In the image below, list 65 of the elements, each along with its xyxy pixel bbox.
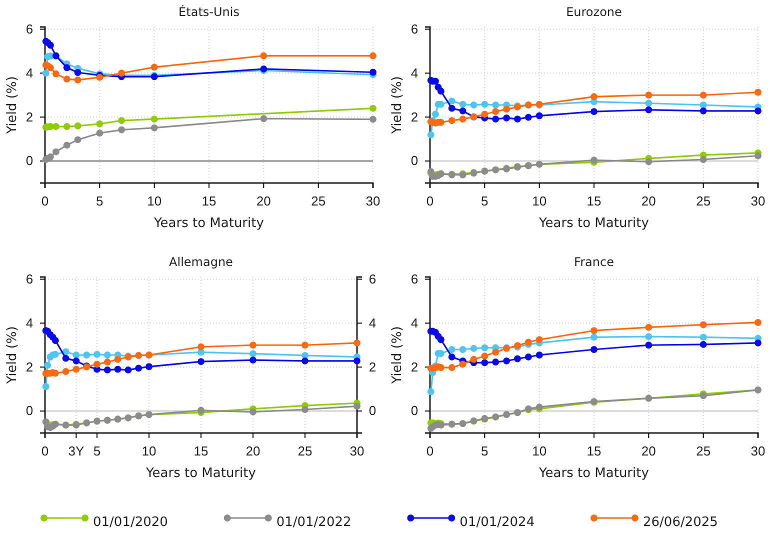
x-tick-label: 15 [586,443,602,458]
y-axis-title: Yield (%) [390,326,405,385]
y-tick-label: 6 [410,271,418,286]
y-tick-label: 2 [26,109,34,124]
y2-tick-label: 4 [368,315,376,330]
x-tick-label: 10 [147,193,162,208]
x-tick-label: 5 [96,193,104,208]
y-tick-label: 4 [26,315,34,330]
x-tick-label: 0 [426,443,434,458]
x-axis-title: Years to Maturity [153,216,264,231]
x-tick-label: 25 [696,443,711,458]
y2-tick-label: 6 [368,271,376,286]
x-tick-label: 30 [366,193,380,208]
legend-label: 26/06/2025 [643,515,718,530]
x-tick-label: 5 [481,443,488,458]
x-tick-label: 30 [350,443,364,458]
x-tick-label: 25 [696,193,711,208]
x-tick-label: 25 [311,193,326,208]
x-tick-label: 20 [246,443,260,458]
legend-label: 01/01/2024 [460,515,535,530]
y-tick-label: 6 [26,21,34,36]
x-tick-label: 20 [641,193,656,208]
chart-title: Eurozone [566,5,622,19]
chart-title: États-Unis [178,4,240,19]
y2-tick-label: 2 [368,359,376,374]
y-axis-title: Yield (%) [5,76,20,135]
x-axis-title: Years to Maturity [145,466,256,481]
x-tick-label: 0 [41,193,49,208]
x-tick-label: 0 [426,193,434,208]
x-tick-label: 10 [532,443,547,458]
y-tick-label: 0 [26,403,34,418]
y-tick-label: 0 [26,153,34,168]
x-tick-label: 5 [93,443,101,458]
x-tick-label: 20 [641,443,656,458]
x-axis-title: Years to Maturity [538,216,650,231]
x-tick-label: 20 [256,193,271,208]
y-tick-label: 4 [26,65,34,80]
x-tick-label: 10 [532,193,547,208]
x-tick-label: 30 [750,443,766,458]
x-tick-label: 15 [586,193,602,208]
x-tick-label: 25 [298,443,312,458]
y-tick-label: 0 [410,153,418,168]
x-axis-title: Years to Maturity [538,466,650,481]
x-tick-label: 10 [142,443,156,458]
x-tick-label: 3Y [68,443,84,458]
x-tick-label: 15 [194,443,208,458]
y-tick-label: 0 [410,403,418,418]
y-tick-label: 6 [410,21,418,36]
y-tick-label: 2 [26,359,34,374]
y-axis-title: Yield (%) [5,326,20,385]
chart-title: Allemagne [169,255,233,269]
y-tick-label: 4 [410,65,418,80]
x-tick-label: 15 [202,193,216,208]
x-tick-label: 5 [481,193,488,208]
y-tick-label: 2 [410,109,418,124]
chart-title: France [574,255,614,269]
y-tick-label: 4 [410,315,418,330]
legend-label: 01/01/2020 [93,515,168,530]
y-tick-label: 6 [26,271,34,286]
x-tick-label: 30 [750,193,766,208]
y2-tick-label: 0 [368,403,376,418]
legend-label: 01/01/2022 [276,515,352,530]
y-tick-label: 2 [410,359,418,374]
y-axis-title: Yield (%) [390,76,405,135]
x-tick-label: 0 [41,443,49,458]
